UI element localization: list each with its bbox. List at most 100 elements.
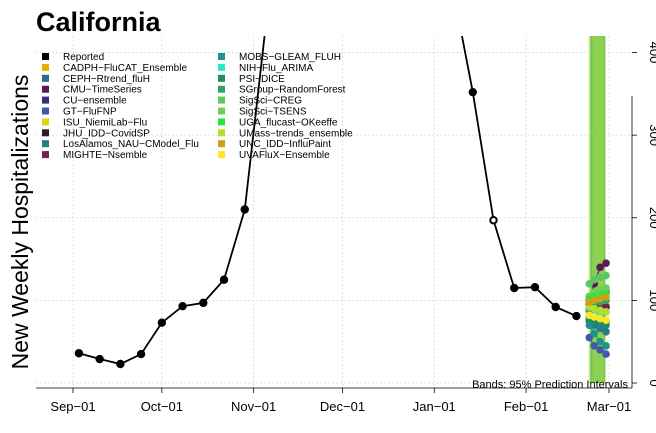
legend-swatch xyxy=(218,53,225,60)
legend-label: NIH−Flu_ARIMA xyxy=(239,63,314,74)
legend-label: CADPH−FluCAT_Ensemble xyxy=(63,63,187,74)
reported-point xyxy=(178,301,187,311)
y-tick-label: 0 xyxy=(647,379,656,386)
x-tick-label: Mar−01 xyxy=(587,399,631,414)
legend-label: UMass−trends_ensemble xyxy=(239,128,353,139)
legend-label: LosAlamos_NAU−CModel_Flu xyxy=(63,139,199,150)
forecast-point xyxy=(602,308,610,316)
legend-swatch xyxy=(42,140,49,148)
forecast-point xyxy=(596,263,604,272)
reported-point xyxy=(136,349,146,359)
x-tick-label: Feb−01 xyxy=(504,399,548,414)
reported-point xyxy=(261,24,269,32)
legend-label: UVAFluX−Ensemble xyxy=(239,150,330,161)
legend-swatch xyxy=(42,74,49,82)
y-axis-label: New Weekly Hospitalizations xyxy=(7,75,33,370)
reported-point xyxy=(157,318,167,327)
legend-swatch xyxy=(42,151,49,159)
reported-point xyxy=(510,283,519,293)
y-tick-label: 200 xyxy=(647,207,656,229)
forecast-point xyxy=(602,316,610,325)
legend-label: ISU_NiemiLab−Flu xyxy=(63,117,147,128)
reported-point-highlight xyxy=(491,218,496,223)
reported-point xyxy=(219,275,229,284)
reported-point xyxy=(116,359,125,369)
x-tick-label: Jan−01 xyxy=(413,399,456,414)
legend-swatch xyxy=(42,107,49,115)
forecast-point xyxy=(602,259,610,268)
legend-swatch xyxy=(218,96,225,104)
legend-swatch xyxy=(42,96,49,104)
legend-label: SigSci−TSENS xyxy=(239,107,307,118)
forecast-point xyxy=(596,314,604,323)
x-tick-label: Sep−01 xyxy=(50,399,95,414)
forecast-point xyxy=(596,294,604,303)
reported-point xyxy=(95,354,104,364)
legend-swatch xyxy=(42,118,49,126)
legend-swatch xyxy=(218,85,225,93)
y-tick-label: 400 xyxy=(647,42,656,64)
reported-point xyxy=(551,302,560,312)
chart-title: California xyxy=(36,7,162,37)
reported-point xyxy=(74,349,84,358)
legend-label: CU−ensemble xyxy=(63,96,127,107)
forecast-point xyxy=(596,306,604,315)
forecast-point xyxy=(590,304,598,313)
x-tick-label: Dec−01 xyxy=(320,399,365,414)
prediction-interval-note: Bands: 95% Prediction Intervals xyxy=(472,379,628,391)
forecast-point xyxy=(602,342,610,350)
forecast-point xyxy=(602,327,610,336)
x-tick-label: Nov−01 xyxy=(231,399,276,414)
forecast-point xyxy=(602,293,610,301)
legend-swatch xyxy=(218,140,225,148)
legend-swatch xyxy=(218,107,225,115)
legend: ReportedCADPH−FluCAT_EnsembleCEPH−Rtrend… xyxy=(42,52,353,161)
reported-line xyxy=(461,36,577,317)
reported-point xyxy=(468,87,477,97)
forecast-point xyxy=(590,342,598,350)
forecast-point xyxy=(590,296,598,305)
legend-label: CMU−TimeSeries xyxy=(63,85,142,96)
forecast-point xyxy=(590,275,598,284)
legend-label: PSI−DICE xyxy=(239,74,285,85)
legend-label: UGA_flucast−OKeeffe xyxy=(239,117,338,128)
grid xyxy=(36,36,632,388)
legend-label: UNC_IDD−InfluPaint xyxy=(239,139,331,150)
forecast-point xyxy=(596,337,604,346)
legend-label: Reported xyxy=(63,52,104,63)
forecast-point xyxy=(602,350,610,358)
legend-swatch xyxy=(42,85,49,93)
legend-swatch xyxy=(42,129,49,137)
x-tick-label: Oct−01 xyxy=(141,399,183,414)
forecast-point xyxy=(596,346,604,354)
forecast-point xyxy=(602,284,610,292)
legend-label: SGroup−RandomForest xyxy=(239,85,346,96)
reported-point xyxy=(530,282,540,292)
legend-swatch xyxy=(218,63,225,71)
reported-point xyxy=(572,311,581,321)
legend-swatch xyxy=(42,63,49,71)
y-tick-label: 100 xyxy=(647,290,656,312)
forecast-series xyxy=(585,259,610,358)
forecast-point xyxy=(602,271,610,280)
reported-series xyxy=(74,24,581,369)
legend-swatch xyxy=(42,53,49,60)
reported-point xyxy=(240,205,249,214)
forecast-point xyxy=(596,273,604,282)
legend-label: MOBS−GLEAM_FLUH xyxy=(239,52,341,63)
legend-label: JHU_IDD−CovidSP xyxy=(63,128,150,139)
legend-swatch xyxy=(218,118,225,126)
legend-label: MIGHTE−Nsemble xyxy=(63,150,148,161)
legend-label: GT−FluFNP xyxy=(63,107,117,118)
legend-swatch xyxy=(218,151,225,159)
legend-label: SigSci−CREG xyxy=(239,96,302,107)
legend-label: CEPH−Rtrend_fluH xyxy=(63,74,150,85)
y-tick-label: 300 xyxy=(647,124,656,146)
legend-swatch xyxy=(218,74,225,82)
reported-point xyxy=(199,298,208,308)
axes: Sep−01 Oct−01 Nov−01 Dec−01 Jan−01 Feb−01 Mar−… xyxy=(36,42,656,414)
legend-swatch xyxy=(218,129,225,137)
forecast-point xyxy=(590,313,598,321)
forecast-point xyxy=(590,329,598,338)
